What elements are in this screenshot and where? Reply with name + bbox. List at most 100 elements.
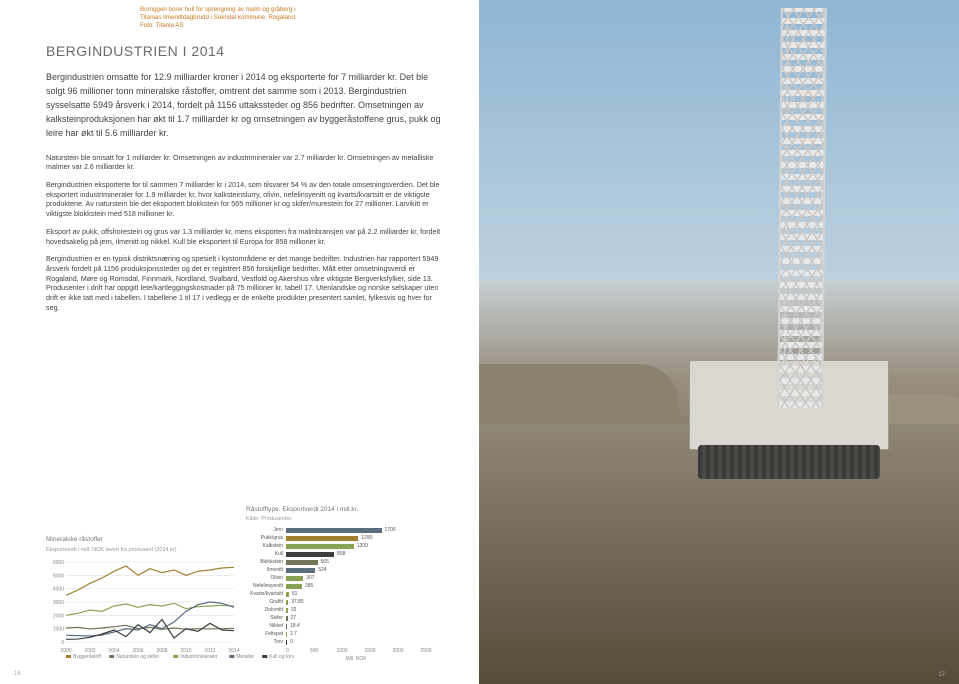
bar-category: Blokkstein (246, 559, 286, 566)
bar-value: 0 (290, 639, 293, 646)
bar-category: Jern (246, 527, 286, 534)
bar-value: 1290 (361, 535, 372, 542)
photo-caption: Borriggen borer hull for sprengning av m… (140, 6, 360, 30)
caption-line: Borriggen borer hull for sprengning av m… (140, 6, 295, 13)
bar-rect (286, 624, 287, 629)
body-paragraph: Naturstein ble omsatt for 1 milliarder k… (46, 153, 443, 172)
svg-text:Industrimineraler: Industrimineraler (180, 654, 218, 660)
bar-row: Olivin 307 (246, 575, 446, 582)
line-chart-svg: 0100020003000400050006000200020022004200… (46, 560, 236, 660)
intro-paragraph: Bergindustrien omsatte for 12.9 milliard… (46, 71, 443, 141)
bar-row: Pukk/grus 1290 (246, 535, 446, 542)
bar-rect (286, 576, 303, 581)
bar-row: Ilmenitt 524 (246, 567, 446, 574)
bar-value: 27 (291, 615, 297, 622)
bar-value: 18.4 (290, 623, 300, 630)
bar-rect (286, 592, 289, 597)
bar-chart-subtitle: Kilde: Produsenter. (246, 516, 446, 523)
bar-row: Skifer 27 (246, 615, 446, 622)
bar-row: Dolomitt 33 (246, 607, 446, 614)
svg-text:5000: 5000 (53, 574, 64, 580)
bar-row: Jern 1706 (246, 527, 446, 534)
bar-xaxis-tick: 2500 (412, 648, 440, 655)
bar-category: Olivin (246, 575, 286, 582)
bar-category: Feltspat (246, 631, 286, 638)
bar-rows: Jern 1706 Pukk/grus 1290 Kalkstein 1209 Kull 85… (246, 527, 446, 646)
bar-category: Ilmenitt (246, 567, 286, 574)
svg-text:4000: 4000 (53, 587, 64, 593)
svg-text:2000: 2000 (60, 648, 71, 654)
bar-value: 51 (292, 591, 298, 598)
line-chart: Mineralske råstoffer Eksportverdi i mill… (46, 536, 236, 656)
svg-text:6000: 6000 (53, 560, 64, 566)
bar-xaxis-tick: 1500 (356, 648, 384, 655)
bar-category: Nikkel (246, 623, 286, 630)
bar-category: Grafitt (246, 599, 286, 606)
page-title: BERGINDUSTRIEN I 2014 (46, 42, 443, 61)
bar-rect (286, 568, 315, 573)
svg-text:Byggeråstoff: Byggeråstoff (73, 653, 102, 660)
bar-chart-title: Råstofftype. Eksportverdi 2014 i mill.kr… (246, 506, 446, 515)
svg-text:3000: 3000 (53, 600, 64, 606)
body-paragraph: Bergindustrien er en typisk distriktsnær… (46, 254, 443, 312)
svg-text:Naturstein og skifer: Naturstein og skifer (116, 654, 159, 660)
bar-row: Nikkel 18.4 (246, 623, 446, 630)
bar-category: Dolomitt (246, 607, 286, 614)
bar-value: 858 (337, 551, 345, 558)
bar-rect (286, 616, 288, 621)
bar-row: Nefelinsyenitt 285 (246, 583, 446, 590)
bar-value: 37.85 (291, 599, 304, 606)
bar-xaxis-tick: 2000 (384, 648, 412, 655)
bar-xaxis-tick: 0 (286, 648, 300, 655)
bar-row: Blokkstein 565 (246, 559, 446, 566)
bar-value: 1706 (385, 527, 396, 534)
svg-text:1000: 1000 (53, 627, 64, 633)
svg-text:2000: 2000 (53, 614, 64, 620)
bar-category: Skifer (246, 615, 286, 622)
caption-line: Titanias ilmenittdagbrudd i Sokndal komm… (140, 14, 297, 21)
bar-rect (286, 640, 287, 645)
charts-area: Mineralske råstoffer Eksportverdi i mill… (46, 506, 443, 666)
bar-value: 1209 (357, 543, 368, 550)
bar-row: Grafitt 37.85 (246, 599, 446, 606)
bar-rect (286, 608, 288, 613)
photo-sky (479, 0, 959, 280)
bar-rect (286, 632, 287, 637)
bar-row: Torv 0 (246, 639, 446, 646)
bar-xaxis-tick: 1000 (328, 648, 356, 655)
bar-rect (286, 600, 288, 605)
line-chart-subtitle: Eksportverdi i mill. NOK levert fra prod… (46, 547, 236, 554)
bar-chart: Råstofftype. Eksportverdi 2014 i mill.kr… (246, 506, 446, 666)
bar-rect (286, 544, 354, 549)
bar-xaxis-tick: 500 (300, 648, 328, 655)
bar-category: Torv (246, 639, 286, 646)
svg-text:0: 0 (61, 640, 64, 646)
bar-rect (286, 584, 302, 589)
bar-value: 565 (321, 559, 329, 566)
bar-value: 2.7 (290, 631, 297, 638)
body-paragraph: Eksport av pukk, offshorestein og grus v… (46, 227, 443, 246)
bar-xlabel: Mill. NOK (286, 656, 426, 663)
bar-row: Kull 858 (246, 551, 446, 558)
bar-category: Kalkstein (246, 543, 286, 550)
bar-xaxis: 05001000150020002500 (286, 648, 446, 655)
caption-line: Foto: Titania AS (140, 22, 184, 29)
bar-value: 285 (305, 583, 313, 590)
bar-rect (286, 560, 318, 565)
bar-category: Nefelinsyenitt (246, 583, 286, 590)
bar-value: 524 (318, 567, 326, 574)
bar-row: Kvarts/kvartsitt51 (246, 591, 446, 598)
bar-rect (286, 528, 382, 533)
page-number-right: 17 (938, 672, 945, 678)
bar-row: Feltspat 2.7 (246, 631, 446, 638)
line-chart-title: Mineralske råstoffer (46, 536, 236, 545)
bar-rect (286, 536, 358, 541)
bar-value: 33 (291, 607, 297, 614)
drill-rig-mast (777, 8, 826, 408)
bar-value: 307 (306, 575, 314, 582)
bar-category: Pukk/grus (246, 535, 286, 542)
bar-category: Kull (246, 551, 286, 558)
page-number-left: 16 (14, 670, 21, 678)
body-paragraph: Bergindustrien eksporterte for til samme… (46, 180, 443, 219)
left-page: Borriggen borer hull for sprengning av m… (0, 0, 479, 684)
